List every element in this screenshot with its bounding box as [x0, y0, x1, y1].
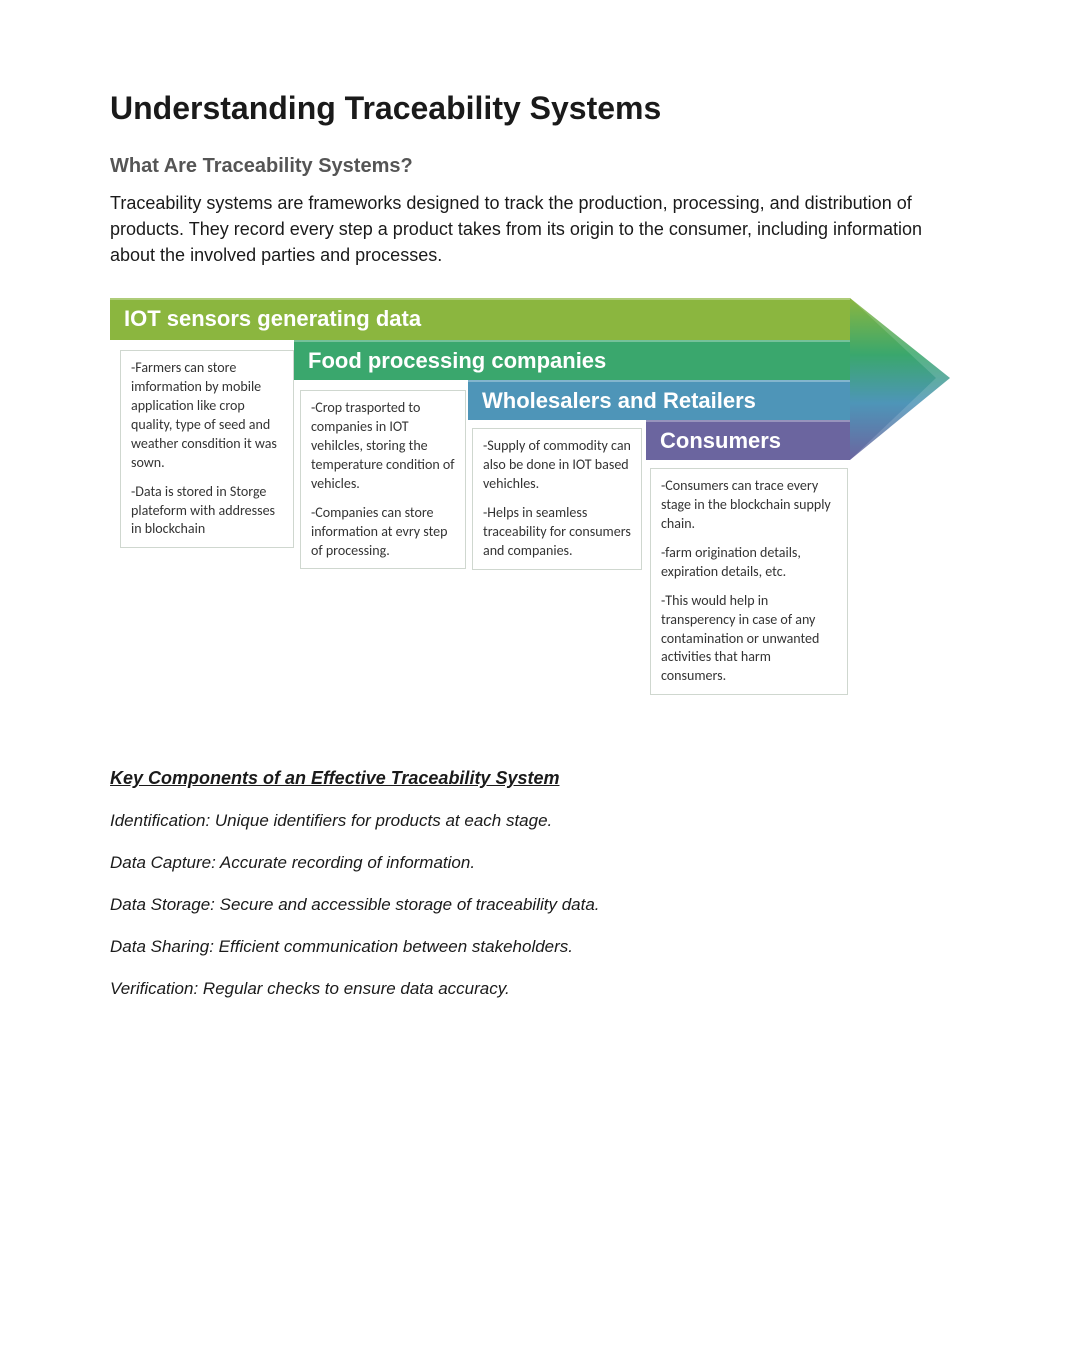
- key-item-1: Data Capture: Accurate recording of info…: [110, 853, 970, 873]
- key-components-list: Identification: Unique identifiers for p…: [110, 811, 970, 999]
- stage-column-3: -Consumers can trace every stage in the …: [650, 468, 848, 695]
- column-item: -Companies can store information at evry…: [311, 504, 455, 561]
- document-page: Understanding Traceability Systems What …: [0, 0, 1080, 1081]
- key-item-3: Data Sharing: Efficient communication be…: [110, 937, 970, 957]
- column-item: -Crop trasported to companies in IOT veh…: [311, 399, 455, 493]
- column-item: -farm origination details, expiration de…: [661, 544, 837, 582]
- stage-band-2: Wholesalers and Retailers: [468, 380, 850, 420]
- section-subtitle: What Are Traceability Systems?: [110, 155, 970, 178]
- stage-column-1: -Crop trasported to companies in IOT veh…: [300, 390, 466, 569]
- stage-band-3: Consumers: [646, 420, 850, 460]
- stage-band-0: IOT sensors generating data: [110, 298, 850, 340]
- key-components-heading: Key Components of an Effective Traceabil…: [110, 768, 970, 789]
- column-item: -Consumers can trace every stage in the …: [661, 477, 837, 534]
- stage-band-1: Food processing companies: [294, 340, 850, 380]
- stage-column-0: -Farmers can store imformation by mobile…: [120, 350, 294, 548]
- arrowhead-icon: [850, 278, 970, 478]
- page-title: Understanding Traceability Systems: [110, 90, 970, 127]
- column-item: -Supply of commodity can also be done in…: [483, 437, 631, 494]
- key-item-0: Identification: Unique identifiers for p…: [110, 811, 970, 831]
- key-item-2: Data Storage: Secure and accessible stor…: [110, 895, 970, 915]
- column-item: -This would help in transperency in case…: [661, 592, 837, 686]
- column-item: -Data is stored in Storge plateform with…: [131, 483, 283, 540]
- column-item: -Helps in seamless traceability for cons…: [483, 504, 631, 561]
- intro-paragraph: Traceability systems are frameworks desi…: [110, 190, 970, 268]
- key-item-4: Verification: Regular checks to ensure d…: [110, 979, 970, 999]
- infographic: IOT sensors generating dataFood processi…: [110, 298, 970, 728]
- stage-column-2: -Supply of commodity can also be done in…: [472, 428, 642, 569]
- column-item: -Farmers can store imformation by mobile…: [131, 359, 283, 472]
